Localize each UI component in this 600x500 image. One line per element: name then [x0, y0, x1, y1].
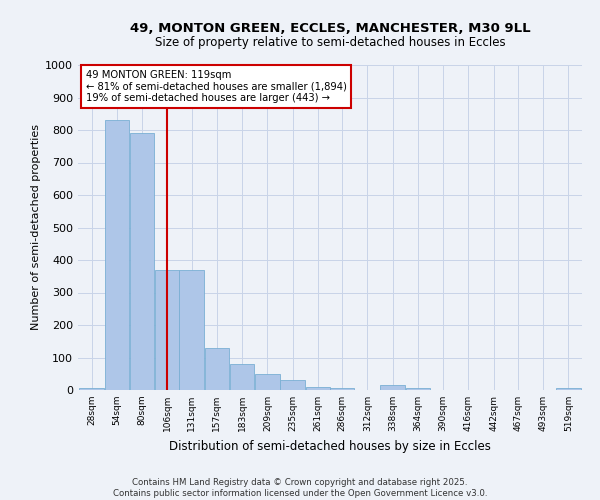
Bar — [556, 388, 581, 390]
Bar — [179, 270, 204, 390]
Text: 49 MONTON GREEN: 119sqm
← 81% of semi-detached houses are smaller (1,894)
19% of: 49 MONTON GREEN: 119sqm ← 81% of semi-de… — [86, 70, 346, 103]
Y-axis label: Number of semi-detached properties: Number of semi-detached properties — [31, 124, 41, 330]
Bar — [255, 374, 280, 390]
Bar — [155, 270, 179, 390]
Bar — [130, 133, 154, 390]
X-axis label: Distribution of semi-detached houses by size in Eccles: Distribution of semi-detached houses by … — [169, 440, 491, 452]
Text: Contains HM Land Registry data © Crown copyright and database right 2025.
Contai: Contains HM Land Registry data © Crown c… — [113, 478, 487, 498]
Bar — [406, 388, 430, 390]
Text: 49, MONTON GREEN, ECCLES, MANCHESTER, M30 9LL: 49, MONTON GREEN, ECCLES, MANCHESTER, M3… — [130, 22, 530, 36]
Bar — [230, 364, 254, 390]
Text: Size of property relative to semi-detached houses in Eccles: Size of property relative to semi-detach… — [155, 36, 505, 49]
Bar — [330, 388, 354, 390]
Bar — [205, 348, 229, 390]
Bar — [105, 120, 129, 390]
Bar — [280, 380, 305, 390]
Bar — [79, 388, 104, 390]
Bar — [380, 385, 405, 390]
Bar — [306, 387, 330, 390]
